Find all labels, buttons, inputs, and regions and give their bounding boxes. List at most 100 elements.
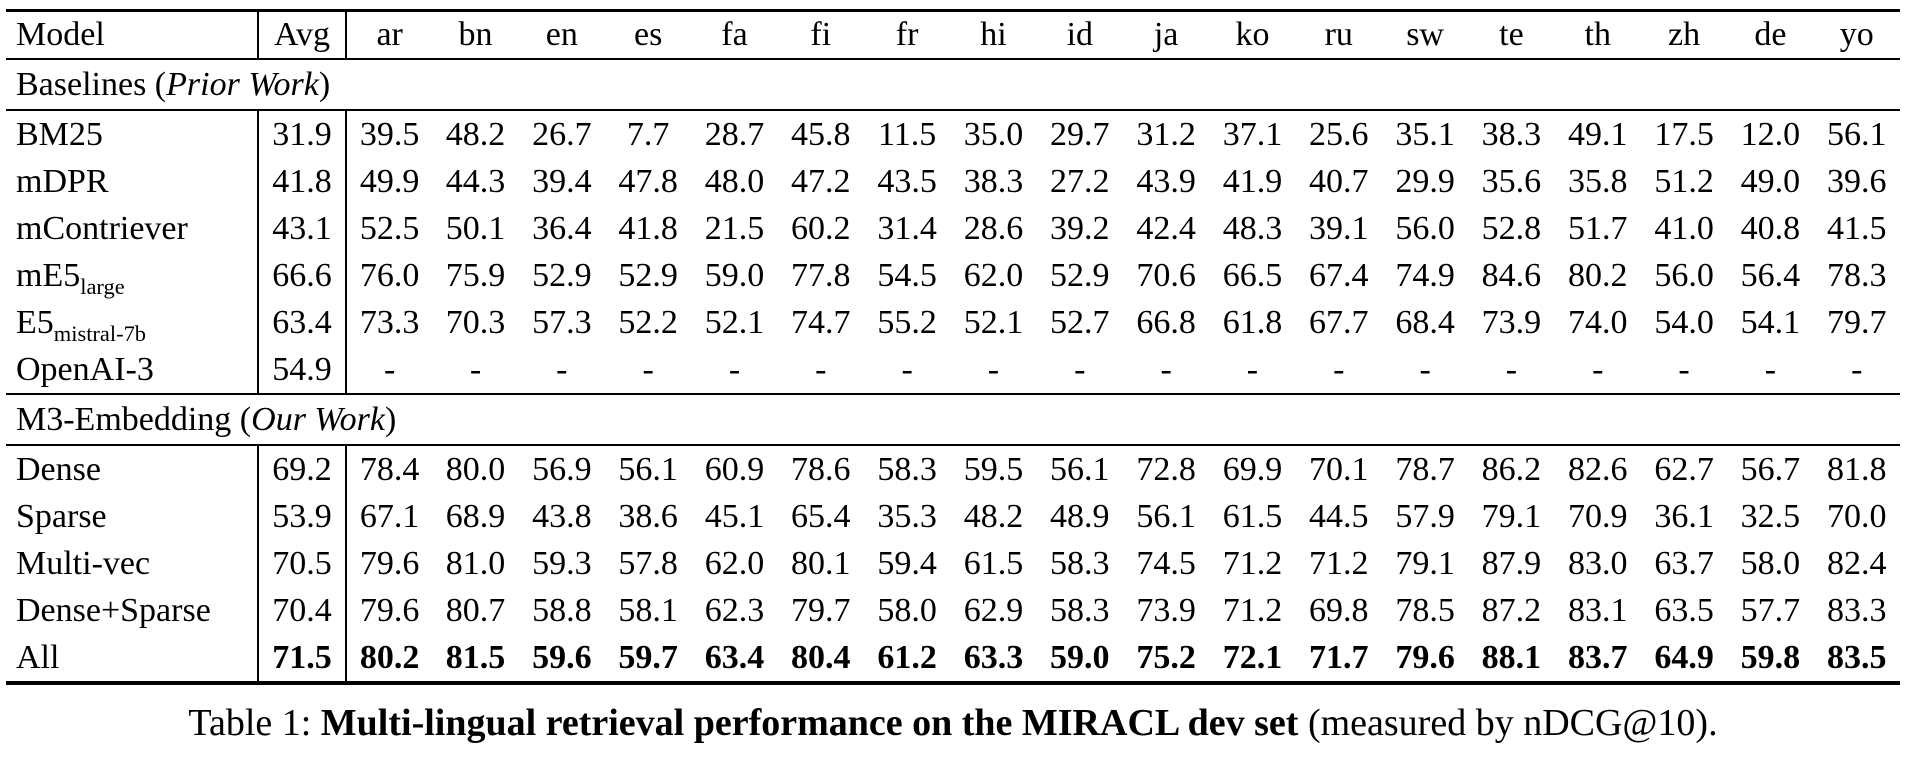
header-row: Model Avg ar bn en es fa fi fr hi id ja ko ru sw te th zh…	[6, 10, 1900, 60]
score-te: 38.3	[1481, 115, 1542, 153]
score-ar: 52.5	[359, 209, 420, 247]
score-bn: 70.3	[445, 303, 506, 341]
score-fi: 74.7	[791, 303, 851, 341]
section-row-1: M3-Embedding (Our Work)	[6, 393, 1900, 446]
caption-bold-text: Multi-lingual retrieval performance on t…	[320, 702, 1299, 744]
score-id: -	[1074, 350, 1086, 388]
score-de: 57.7	[1740, 591, 1801, 629]
score-ja: 31.2	[1136, 115, 1196, 153]
score-zh: 17.5	[1654, 115, 1714, 153]
score-yo: 83.5	[1827, 638, 1887, 676]
score-en: 43.8	[532, 497, 592, 535]
model-name: Sparse	[6, 493, 259, 540]
score-es: 56.1	[618, 450, 678, 488]
score-en: 58.8	[532, 591, 592, 629]
model-name: All	[6, 634, 259, 683]
score-de: 54.1	[1740, 303, 1801, 341]
data-row-bm25: BM25 31.9 39.5 48.2 26.7 7.7 28.7 45.8 11.5 35.0 2…	[6, 110, 1900, 158]
score-en: 52.9	[532, 256, 592, 294]
score-zh: 63.5	[1654, 591, 1714, 629]
score-ja: 74.5	[1136, 544, 1196, 582]
score-zh: 54.0	[1654, 303, 1714, 341]
header-lang-fi: fi	[777, 10, 864, 60]
score-fa: 63.4	[704, 638, 765, 676]
score-fi: 65.4	[791, 497, 851, 535]
table-header: Model Avg ar bn en es fa fi fr hi id ja ko ru sw te th zh…	[6, 10, 1900, 60]
avg-score: 31.9	[258, 110, 347, 158]
score-de: -	[1764, 350, 1777, 388]
score-hi: -	[987, 350, 1000, 388]
score-hi: 62.9	[963, 591, 1024, 629]
score-de: 40.8	[1740, 209, 1801, 247]
score-ar: 49.9	[359, 162, 420, 200]
score-en: 36.4	[532, 209, 592, 247]
score-sw: 79.6	[1395, 638, 1455, 676]
model-name: mContriever	[6, 205, 259, 252]
score-fr: 31.4	[877, 209, 937, 247]
score-de: 56.7	[1740, 450, 1801, 488]
header-lang-th: th	[1554, 10, 1641, 60]
score-fi: 60.2	[791, 209, 851, 247]
score-ru: 71.7	[1309, 638, 1369, 676]
score-id: 52.9	[1050, 256, 1110, 294]
score-ja: 72.8	[1136, 450, 1196, 488]
score-ja: -	[1160, 350, 1172, 388]
score-ko: 41.9	[1222, 162, 1283, 200]
score-fa: 62.0	[704, 544, 765, 582]
score-zh: 51.2	[1654, 162, 1714, 200]
score-sw: 57.9	[1395, 497, 1455, 535]
score-ko: 61.8	[1222, 303, 1283, 341]
score-ar: 76.0	[359, 256, 420, 294]
section-row-0: Baselines (Prior Work)	[6, 58, 1900, 111]
score-ru: 71.2	[1309, 544, 1369, 582]
data-row-mcontriever: mContriever 43.1 52.5 50.1 36.4 41.8 21.5 60.2 3…	[6, 205, 1900, 252]
score-bn: 81.5	[445, 638, 506, 676]
score-fi: 77.8	[791, 256, 851, 294]
score-te: 73.9	[1481, 303, 1542, 341]
score-sw: 79.1	[1395, 544, 1455, 582]
score-zh: 56.0	[1654, 256, 1714, 294]
table-caption: Table 1: Multi-lingual retrieval perform…	[0, 701, 1906, 745]
score-zh: 62.7	[1654, 450, 1714, 488]
header-lang-sw: sw	[1381, 10, 1469, 60]
score-te: 52.8	[1481, 209, 1542, 247]
score-en: 59.6	[532, 638, 592, 676]
score-th: 83.7	[1568, 638, 1628, 676]
score-hi: 62.0	[963, 256, 1024, 294]
score-fi: -	[815, 350, 827, 388]
header-lang-fa: fa	[691, 10, 778, 60]
data-row-e5: E5mistral-7b 63.4 73.3 70.3 57.3 52.2 52.1 74.7…	[6, 299, 1900, 346]
score-fr: 35.3	[877, 497, 937, 535]
score-sw: 35.1	[1395, 115, 1455, 153]
score-ru: 39.1	[1309, 209, 1369, 247]
score-fr: 11.5	[878, 115, 937, 153]
score-en: 56.9	[532, 450, 592, 488]
score-fi: 80.1	[791, 544, 851, 582]
score-fr: 58.3	[877, 450, 937, 488]
score-ko: 71.2	[1222, 544, 1283, 582]
score-en: 39.4	[532, 162, 592, 200]
score-ja: 66.8	[1136, 303, 1196, 341]
score-fr: 55.2	[877, 303, 937, 341]
results-table: Model Avg ar bn en es fa fi fr hi id ja ko ru sw te th zh…	[6, 9, 1900, 685]
score-ru: 67.4	[1309, 256, 1369, 294]
score-de: 49.0	[1740, 162, 1801, 200]
header-lang-ru: ru	[1295, 10, 1382, 60]
score-fi: 45.8	[791, 115, 851, 153]
header-lang-hi: hi	[950, 10, 1037, 60]
model-name: Dense	[6, 445, 259, 493]
score-ar: 67.1	[359, 497, 420, 535]
avg-score: 70.5	[258, 540, 347, 587]
score-fr: -	[901, 350, 913, 388]
data-row-dense: Dense 69.2 78.4 80.0 56.9 56.1 60.9 78.6 58.3 59.…	[6, 445, 1900, 493]
score-yo: 39.6	[1827, 162, 1887, 200]
avg-score: 66.6	[258, 252, 347, 299]
score-yo: 41.5	[1827, 209, 1887, 247]
model-subscript: mistral-7b	[53, 320, 147, 346]
score-es: 59.7	[618, 638, 678, 676]
score-sw: 68.4	[1395, 303, 1455, 341]
score-fr: 59.4	[877, 544, 937, 582]
score-ar: 78.4	[359, 450, 420, 488]
score-th: 83.0	[1568, 544, 1628, 582]
